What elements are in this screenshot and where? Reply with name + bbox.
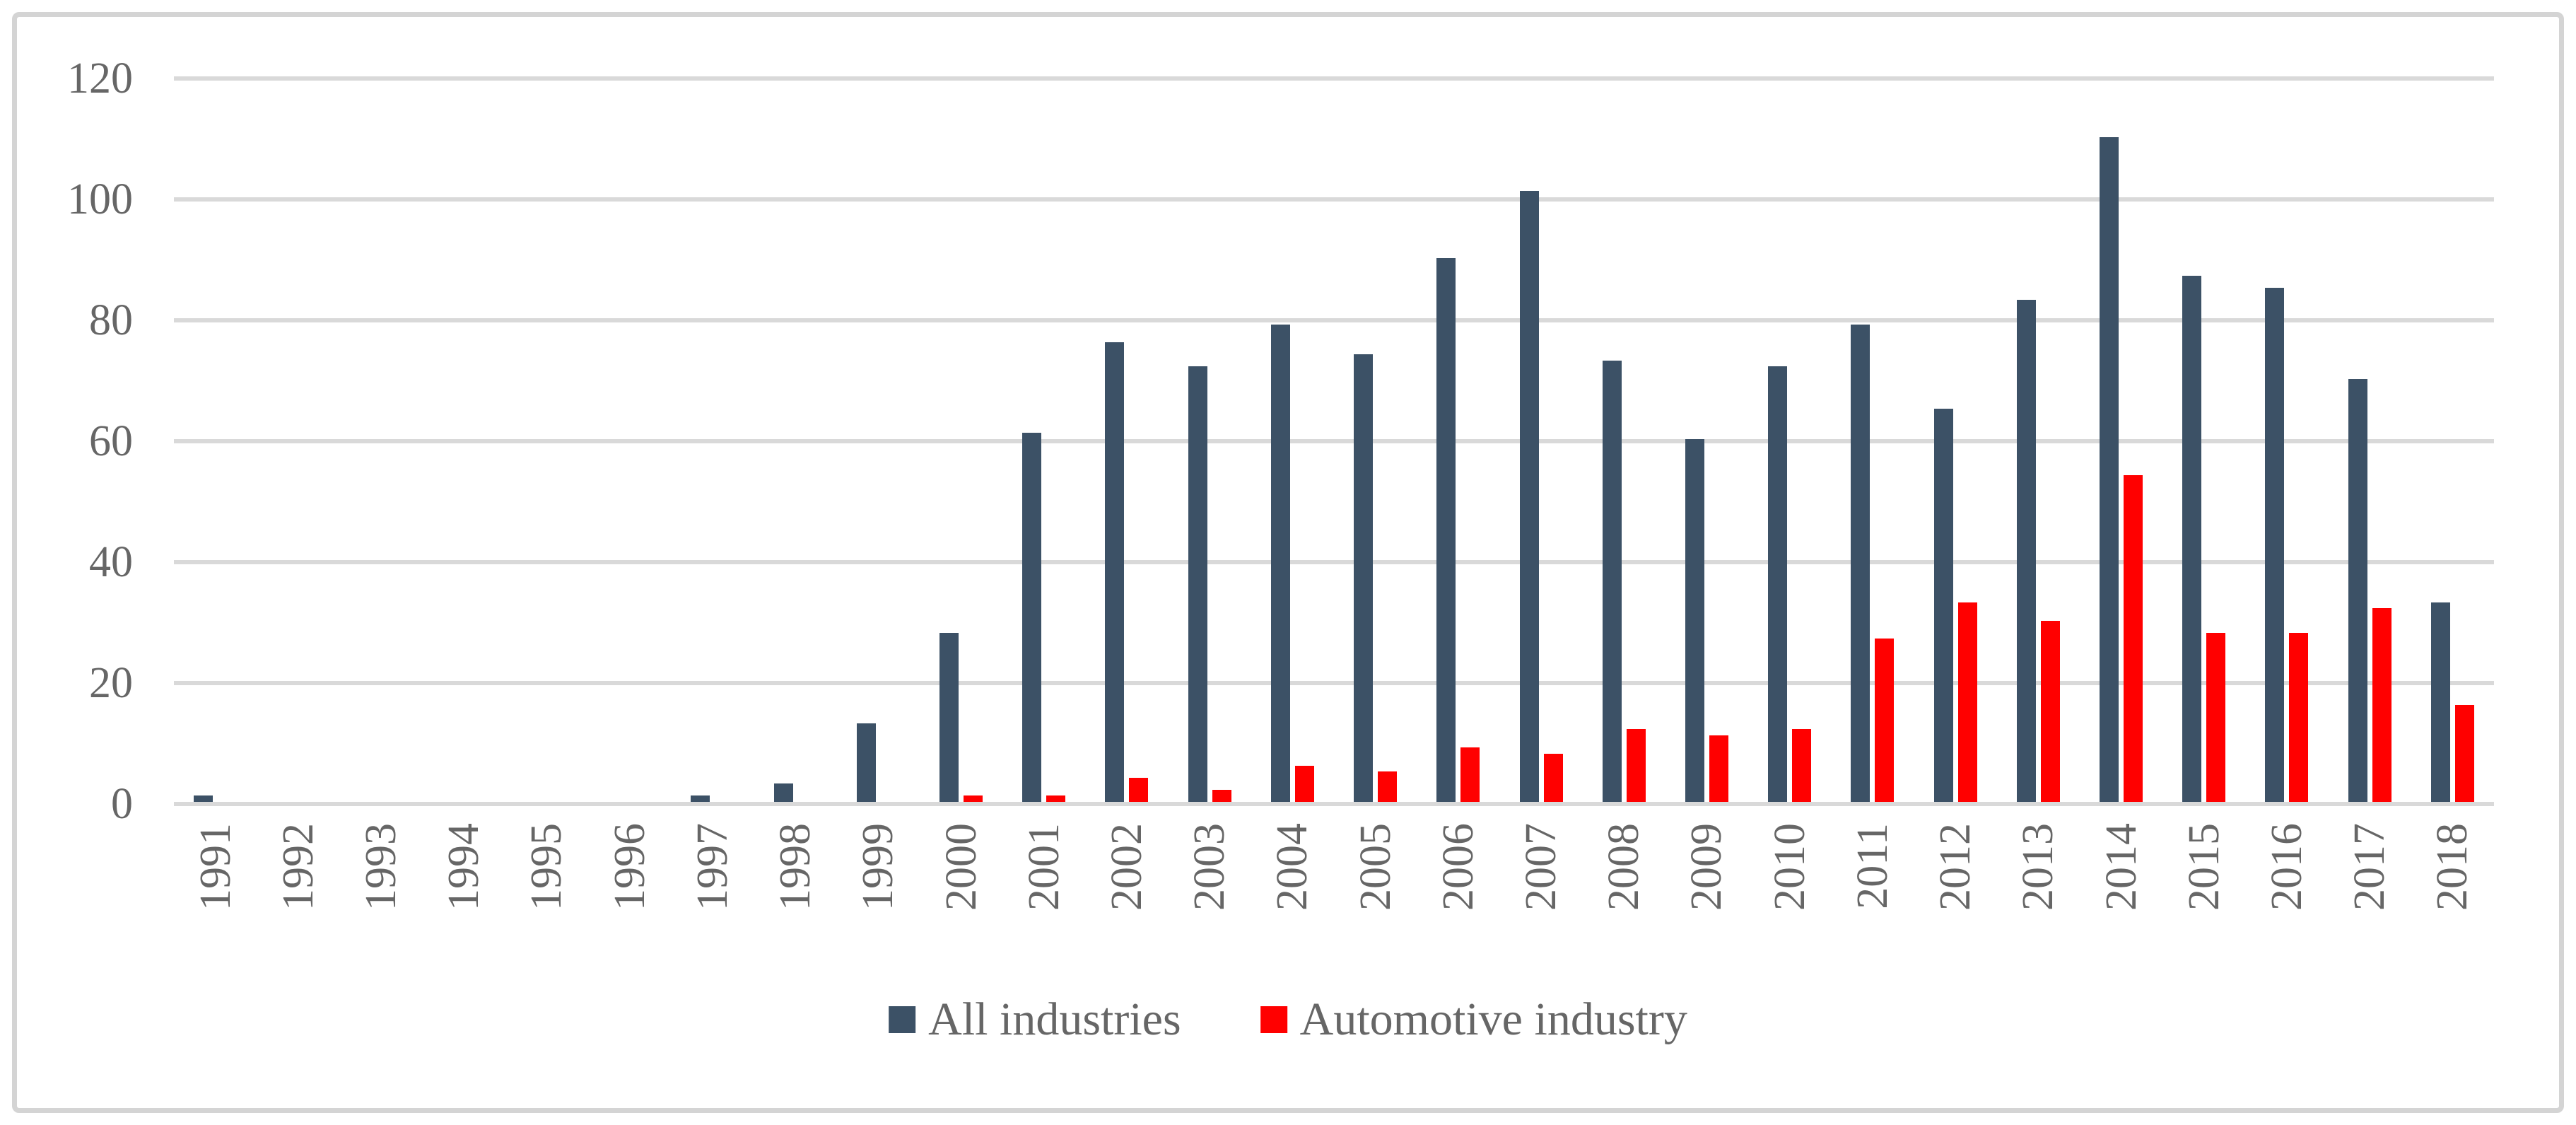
bar-all-industries-2007 <box>1519 191 1539 802</box>
bar-automotive-industry-2014 <box>2124 475 2143 802</box>
x-tick-label-2002: 2002 <box>1102 823 1151 911</box>
legend-item-automotive-industry: Automotive industry <box>1260 991 1687 1048</box>
legend-swatch-all-industries <box>889 1006 916 1033</box>
x-tick-label-1994: 1994 <box>440 823 488 911</box>
bar-all-industries-2008 <box>1602 360 1622 802</box>
bar-all-industries-1999 <box>856 723 876 802</box>
bar-all-industries-1997 <box>691 795 710 802</box>
x-tick-label-1997: 1997 <box>688 823 737 911</box>
gridline-60 <box>174 439 2494 443</box>
x-tick-label-1992: 1992 <box>274 823 322 911</box>
x-tick-label-1996: 1996 <box>605 823 654 911</box>
x-tick-label-2012: 2012 <box>1931 823 1980 911</box>
legend: All industries Automotive industry <box>889 991 1687 1048</box>
x-tick-label-2005: 2005 <box>1351 823 1400 911</box>
plot-area <box>174 76 2494 806</box>
y-tick-label-0: 0 <box>111 780 133 828</box>
bar-automotive-industry-2009 <box>1709 735 1728 802</box>
x-tick-label-2000: 2000 <box>937 823 985 911</box>
x-tick-label-2009: 2009 <box>1682 823 1731 911</box>
y-tick-label-40: 40 <box>89 538 133 586</box>
legend-item-all-industries: All industries <box>889 991 1181 1048</box>
y-tick-label-80: 80 <box>89 296 133 344</box>
x-tick-label-2018: 2018 <box>2428 823 2477 911</box>
bar-automotive-industry-2015 <box>2206 632 2226 802</box>
x-tick-label-2015: 2015 <box>2179 823 2228 911</box>
x-tick-label-2007: 2007 <box>1517 823 1566 911</box>
y-tick-label-100: 100 <box>67 175 133 223</box>
bar-automotive-industry-2013 <box>2040 620 2060 802</box>
bar-automotive-industry-2006 <box>1460 747 1480 802</box>
bar-all-industries-2018 <box>2430 602 2450 802</box>
gridline-100 <box>174 197 2494 202</box>
x-tick-label-1991: 1991 <box>191 823 240 911</box>
bar-automotive-industry-2004 <box>1294 765 1314 802</box>
bar-all-industries-2015 <box>2182 276 2202 802</box>
x-tick-label-2017: 2017 <box>2346 823 2394 911</box>
bar-automotive-industry-2010 <box>1792 729 1812 802</box>
gridline-0 <box>174 802 2494 806</box>
legend-swatch-automotive-industry <box>1260 1006 1287 1033</box>
x-tick-label-2014: 2014 <box>2097 823 2145 911</box>
legend-label-automotive-industry: Automotive industry <box>1299 993 1687 1045</box>
bar-automotive-industry-2017 <box>2372 608 2391 802</box>
bar-automotive-industry-2007 <box>1543 753 1563 802</box>
bar-all-industries-1998 <box>773 783 793 802</box>
bar-automotive-industry-2003 <box>1212 789 1231 802</box>
gridline-120 <box>174 76 2494 81</box>
bar-all-industries-2010 <box>1768 366 1788 802</box>
bar-automotive-industry-2002 <box>1129 777 1149 802</box>
x-tick-label-2011: 2011 <box>1848 823 1897 909</box>
bar-all-industries-2005 <box>1354 354 1374 802</box>
x-tick-label-2001: 2001 <box>1019 823 1068 911</box>
x-tick-label-1993: 1993 <box>357 823 406 911</box>
bar-all-industries-2016 <box>2265 288 2285 802</box>
bar-all-industries-1991 <box>194 795 213 802</box>
bar-all-industries-2000 <box>939 632 959 802</box>
y-tick-label-20: 20 <box>89 659 133 707</box>
y-tick-label-120: 120 <box>67 54 133 103</box>
bar-automotive-industry-2000 <box>964 795 983 802</box>
x-tick-label-2004: 2004 <box>1268 823 1317 911</box>
bar-all-industries-2004 <box>1270 324 1290 802</box>
y-tick-label-60: 60 <box>89 417 133 465</box>
gridline-40 <box>174 560 2494 564</box>
x-tick-label-1999: 1999 <box>854 823 903 911</box>
gridline-20 <box>174 681 2494 685</box>
x-tick-label-2006: 2006 <box>1434 823 1482 911</box>
x-tick-label-2010: 2010 <box>1765 823 1814 911</box>
bar-all-industries-2009 <box>1685 439 1704 802</box>
legend-label-all-industries: All industries <box>928 993 1181 1045</box>
x-tick-label-1998: 1998 <box>771 823 820 911</box>
bar-all-industries-2014 <box>2100 136 2119 802</box>
bar-all-industries-2003 <box>1188 366 1207 802</box>
bar-all-industries-2006 <box>1436 257 1456 802</box>
bar-automotive-industry-2011 <box>1875 639 1895 802</box>
x-tick-label-2003: 2003 <box>1185 823 1234 911</box>
x-tick-label-2016: 2016 <box>2262 823 2311 911</box>
bar-automotive-industry-2008 <box>1626 729 1646 802</box>
bar-all-industries-2013 <box>2016 300 2036 802</box>
bar-all-industries-2002 <box>1105 342 1125 802</box>
x-tick-label-2008: 2008 <box>1600 823 1649 911</box>
bar-automotive-industry-2012 <box>1957 602 1977 802</box>
bar-automotive-industry-2001 <box>1046 795 1066 802</box>
x-tick-label-2013: 2013 <box>2014 823 2063 911</box>
x-tick-label-1995: 1995 <box>522 823 571 911</box>
bar-automotive-industry-2016 <box>2289 632 2309 802</box>
bar-automotive-industry-2005 <box>1378 771 1398 802</box>
bar-automotive-industry-2018 <box>2454 705 2474 802</box>
figure-border <box>12 12 2564 1113</box>
bar-all-industries-2011 <box>1851 324 1870 802</box>
bar-all-industries-2001 <box>1022 433 1042 802</box>
gridline-80 <box>174 318 2494 322</box>
bar-all-industries-2012 <box>1933 409 1953 802</box>
bar-all-industries-2017 <box>2348 378 2367 802</box>
